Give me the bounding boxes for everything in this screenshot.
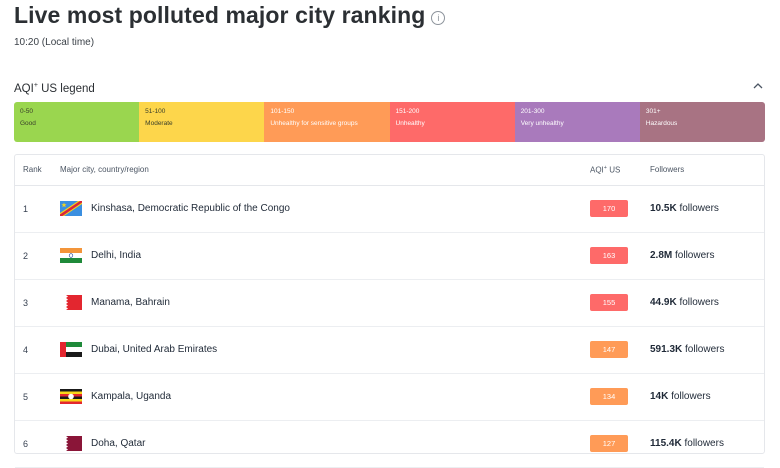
page-header: Live most polluted major city ranking i [14, 2, 446, 29]
table-row[interactable]: 4 Dubai, United Arab Emirates 147 591.3K… [15, 326, 764, 374]
aqi-badge: 163 [590, 247, 628, 264]
bahrain-flag-icon [60, 295, 82, 310]
legend-segment-hazardous: 301+ Hazardous [639, 102, 765, 142]
legend-segment-sensitive: 101-150 Unhealthy for sensitive groups [264, 102, 390, 142]
table-row[interactable]: 6 Doha, Qatar 127 115.4K followers [15, 420, 764, 468]
rank-cell: 1 [23, 204, 29, 214]
header-rank[interactable]: Rank [23, 165, 42, 174]
followers-count: 10.5K followers [650, 203, 719, 214]
chevron-up-icon[interactable] [752, 80, 764, 92]
page-title: Live most polluted major city ranking [14, 2, 426, 28]
legend-title: AQI+ US legend [14, 82, 95, 95]
rank-cell: 5 [23, 392, 29, 402]
followers-count: 2.8M followers [650, 250, 715, 261]
legend-segment-unhealthy: 151-200 Unhealthy [389, 102, 515, 142]
header-aqi[interactable]: AQI+ US [590, 165, 621, 175]
city-name[interactable]: Kinshasa, Democratic Republic of the Con… [91, 203, 290, 214]
rank-cell: 4 [23, 345, 29, 355]
legend-segment-moderate: 51-100 Moderate [139, 102, 265, 142]
qatar-flag-icon [60, 436, 82, 451]
table-row[interactable]: 5 Kampala, Uganda 134 14K followers [15, 373, 764, 421]
aqi-badge: 155 [590, 294, 628, 311]
table-row[interactable]: 2 Delhi, India 163 2.8M followers [15, 232, 764, 280]
header-followers[interactable]: Followers [650, 165, 685, 174]
city-name[interactable]: Delhi, India [91, 250, 142, 261]
city-name[interactable]: Manama, Bahrain [91, 297, 170, 308]
city-name[interactable]: Dubai, United Arab Emirates [91, 344, 218, 355]
followers-count: 44.9K followers [650, 297, 719, 308]
legend-segment-good: 0-50 Good [14, 102, 140, 142]
header-city[interactable]: Major city, country/region [60, 165, 149, 174]
aqi-badge: 147 [590, 341, 628, 358]
aqi-badge: 170 [590, 200, 628, 217]
legend-segment-very-unhealthy: 201-300 Very unhealthy [514, 102, 640, 142]
uganda-flag-icon [60, 389, 82, 404]
table-row[interactable]: 3 Manama, Bahrain 155 44.9K followers [15, 279, 764, 327]
india-flag-icon [60, 248, 82, 263]
rank-cell: 3 [23, 298, 29, 308]
rank-cell: 6 [23, 439, 29, 449]
rank-cell: 2 [23, 251, 29, 261]
followers-count: 14K followers [650, 391, 711, 402]
city-name[interactable]: Kampala, Uganda [91, 391, 172, 402]
info-icon[interactable]: i [431, 10, 446, 25]
aqi-legend-bar: 0-50 Good 51-100 Moderate 101-150 Unhealthy… [14, 102, 765, 142]
table-header: Rank Major city, country/region AQI+ US … [15, 155, 764, 186]
aqi-badge: 134 [590, 388, 628, 405]
table-row[interactable]: 1 Kinshasa, Democratic Republic of the C… [15, 185, 764, 233]
followers-count: 591.3K followers [650, 344, 725, 355]
aqi-badge: 127 [590, 435, 628, 452]
uae-flag-icon [60, 342, 82, 357]
ranking-table: Rank Major city, country/region AQI+ US … [14, 154, 765, 468]
drc-flag-icon [60, 201, 82, 216]
local-time: 10:20 (Local time) [14, 37, 95, 48]
